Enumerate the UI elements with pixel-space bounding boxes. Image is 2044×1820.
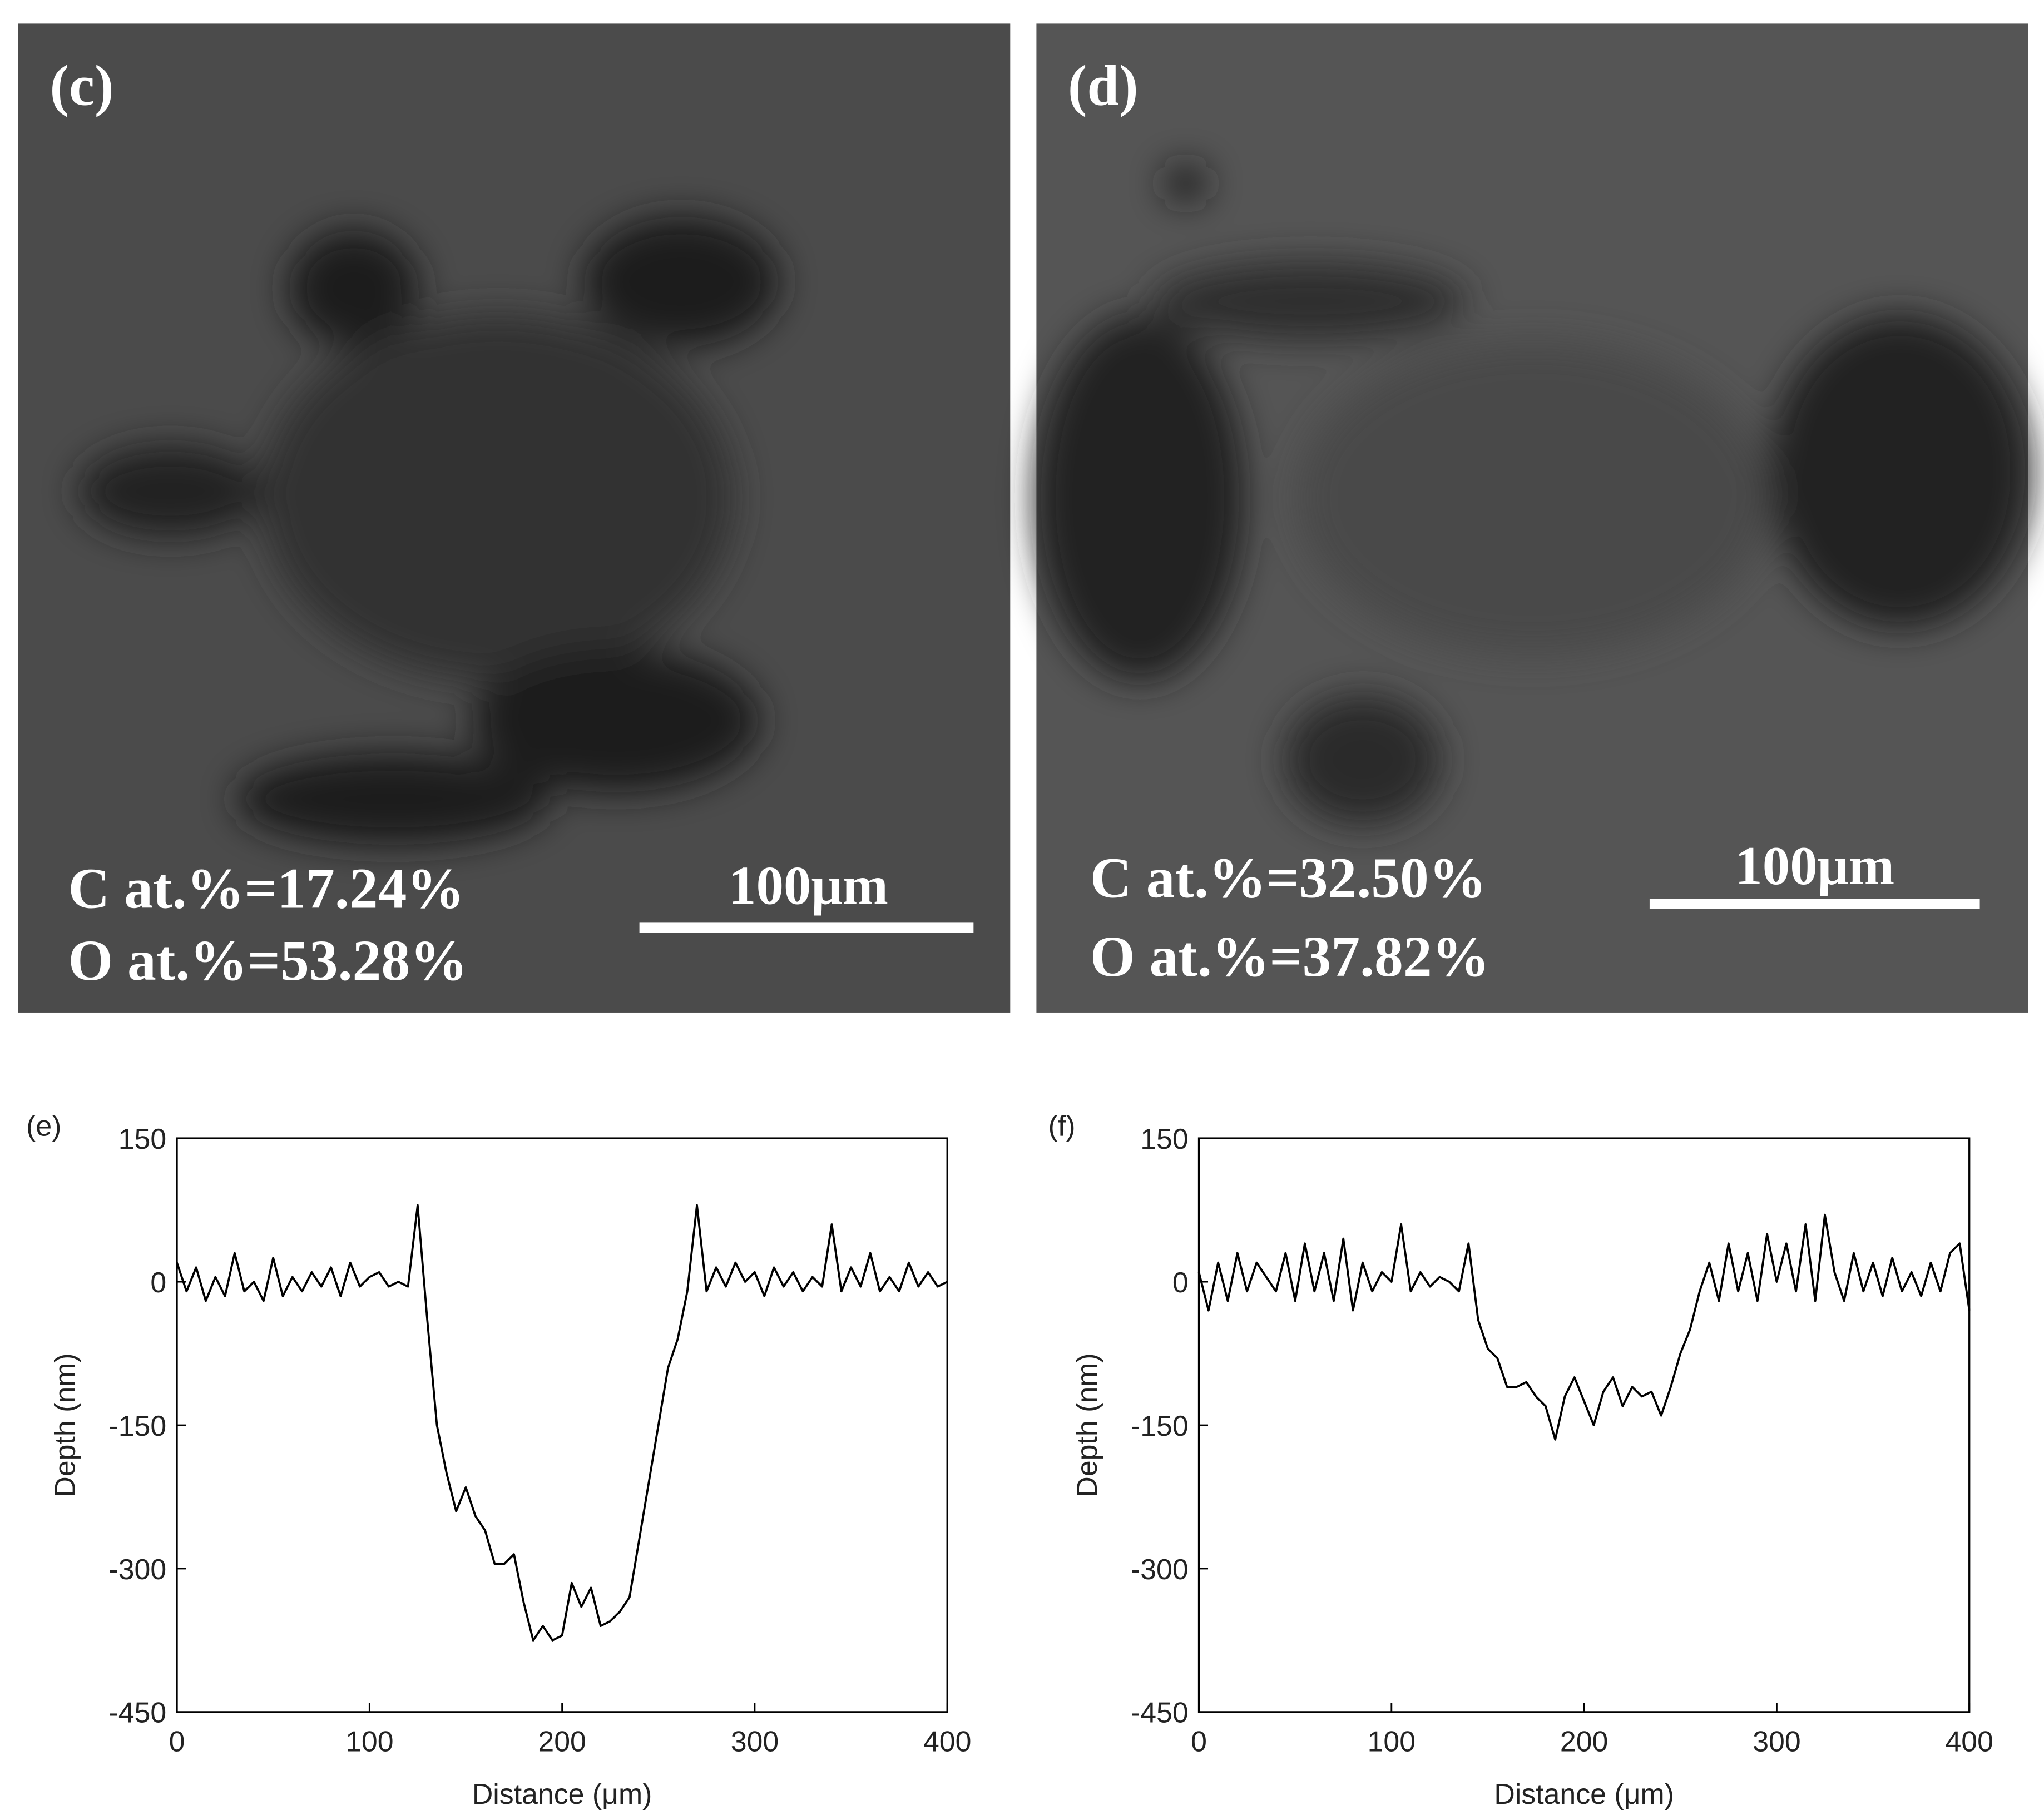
line-chart: (f) 0 100 200 300 400 -450 -300 -150 0 150 Distance… xyxy=(1048,1109,1993,1809)
data-line xyxy=(176,1204,948,1642)
plot-frame xyxy=(176,1137,948,1713)
x-tick-label: 200 xyxy=(538,1725,586,1758)
x-tick-label: 300 xyxy=(731,1725,779,1758)
dark-region xyxy=(1153,262,1468,341)
y-tick-label: -300 xyxy=(108,1553,166,1585)
chart-title: (f) xyxy=(1048,1109,1076,1142)
line-chart: (e) 0 100 200 300 400 -450 -300 -150 0 150 Distance… xyxy=(26,1109,971,1809)
dark-spot xyxy=(1165,165,1207,202)
x-tick-label: 100 xyxy=(345,1725,393,1758)
plot-frame xyxy=(1197,1137,1971,1713)
x-tick-label: 200 xyxy=(1560,1725,1608,1758)
x-tick-label: 100 xyxy=(1368,1725,1416,1758)
y-tick-label: -300 xyxy=(1131,1553,1189,1585)
composition: O at.%=53.28% xyxy=(68,929,468,993)
panel-label: (c) xyxy=(50,54,114,117)
y-tick-label: 150 xyxy=(1140,1123,1188,1155)
scale-bar xyxy=(1649,899,1980,909)
y-axis-label: Depth (nm) xyxy=(1071,1353,1103,1497)
dark-region xyxy=(1769,314,2031,629)
dark-region xyxy=(262,314,734,681)
y-tick-label: 150 xyxy=(118,1123,166,1155)
y-tick-label: -150 xyxy=(108,1410,166,1442)
y-axis-label: Depth (nm) xyxy=(48,1353,81,1497)
x-tick-label: 0 xyxy=(1191,1725,1207,1758)
dark-region xyxy=(1035,314,1245,681)
y-tick-label: -450 xyxy=(1131,1697,1189,1729)
plots: (e) 0 100 200 300 400 -450 -300 -150 0 150 Distance… xyxy=(26,1109,1993,1809)
panel-label: (d) xyxy=(1068,54,1139,117)
composition: O at.%=37.82% xyxy=(1090,925,1489,989)
x-tick-label: 0 xyxy=(169,1725,185,1758)
scale-bar-label: 100μm xyxy=(1735,836,1894,896)
x-tick-label: 300 xyxy=(1753,1725,1800,1758)
scale-bar xyxy=(639,922,974,933)
y-tick-label: -150 xyxy=(1131,1410,1189,1442)
dark-region xyxy=(236,753,551,845)
wear-scar xyxy=(1035,165,2031,826)
sem-panel-d: (d) C at.%=32.50% O at.%=37.82% 100μm xyxy=(1035,23,2031,1013)
scale-bar-label: 100μm xyxy=(729,855,888,916)
dark-region xyxy=(472,648,760,793)
composition: C at.%=17.24% xyxy=(68,857,465,920)
x-axis-label: Distance (μm) xyxy=(472,1778,652,1810)
y-tick-label: 0 xyxy=(150,1266,166,1298)
data-line xyxy=(1197,1213,1971,1441)
y-tick-label: 0 xyxy=(1172,1266,1189,1298)
x-tick-label: 400 xyxy=(923,1725,971,1758)
sem-panel-c: (c) C at.%=17.24% O at.%=53.28% 100μm xyxy=(18,23,1011,1013)
dark-region xyxy=(78,445,263,537)
y-tick-label: -450 xyxy=(108,1697,166,1729)
x-axis-label: Distance (μm) xyxy=(1494,1778,1674,1810)
scar-center xyxy=(1297,340,1769,655)
dark-region xyxy=(1284,694,1442,826)
dark-region xyxy=(288,229,419,348)
dark-region xyxy=(583,216,780,348)
composition: C at.%=32.50% xyxy=(1090,847,1487,910)
wear-scar xyxy=(78,216,780,845)
chart-title: (e) xyxy=(26,1109,61,1142)
x-tick-label: 400 xyxy=(1945,1725,1993,1758)
